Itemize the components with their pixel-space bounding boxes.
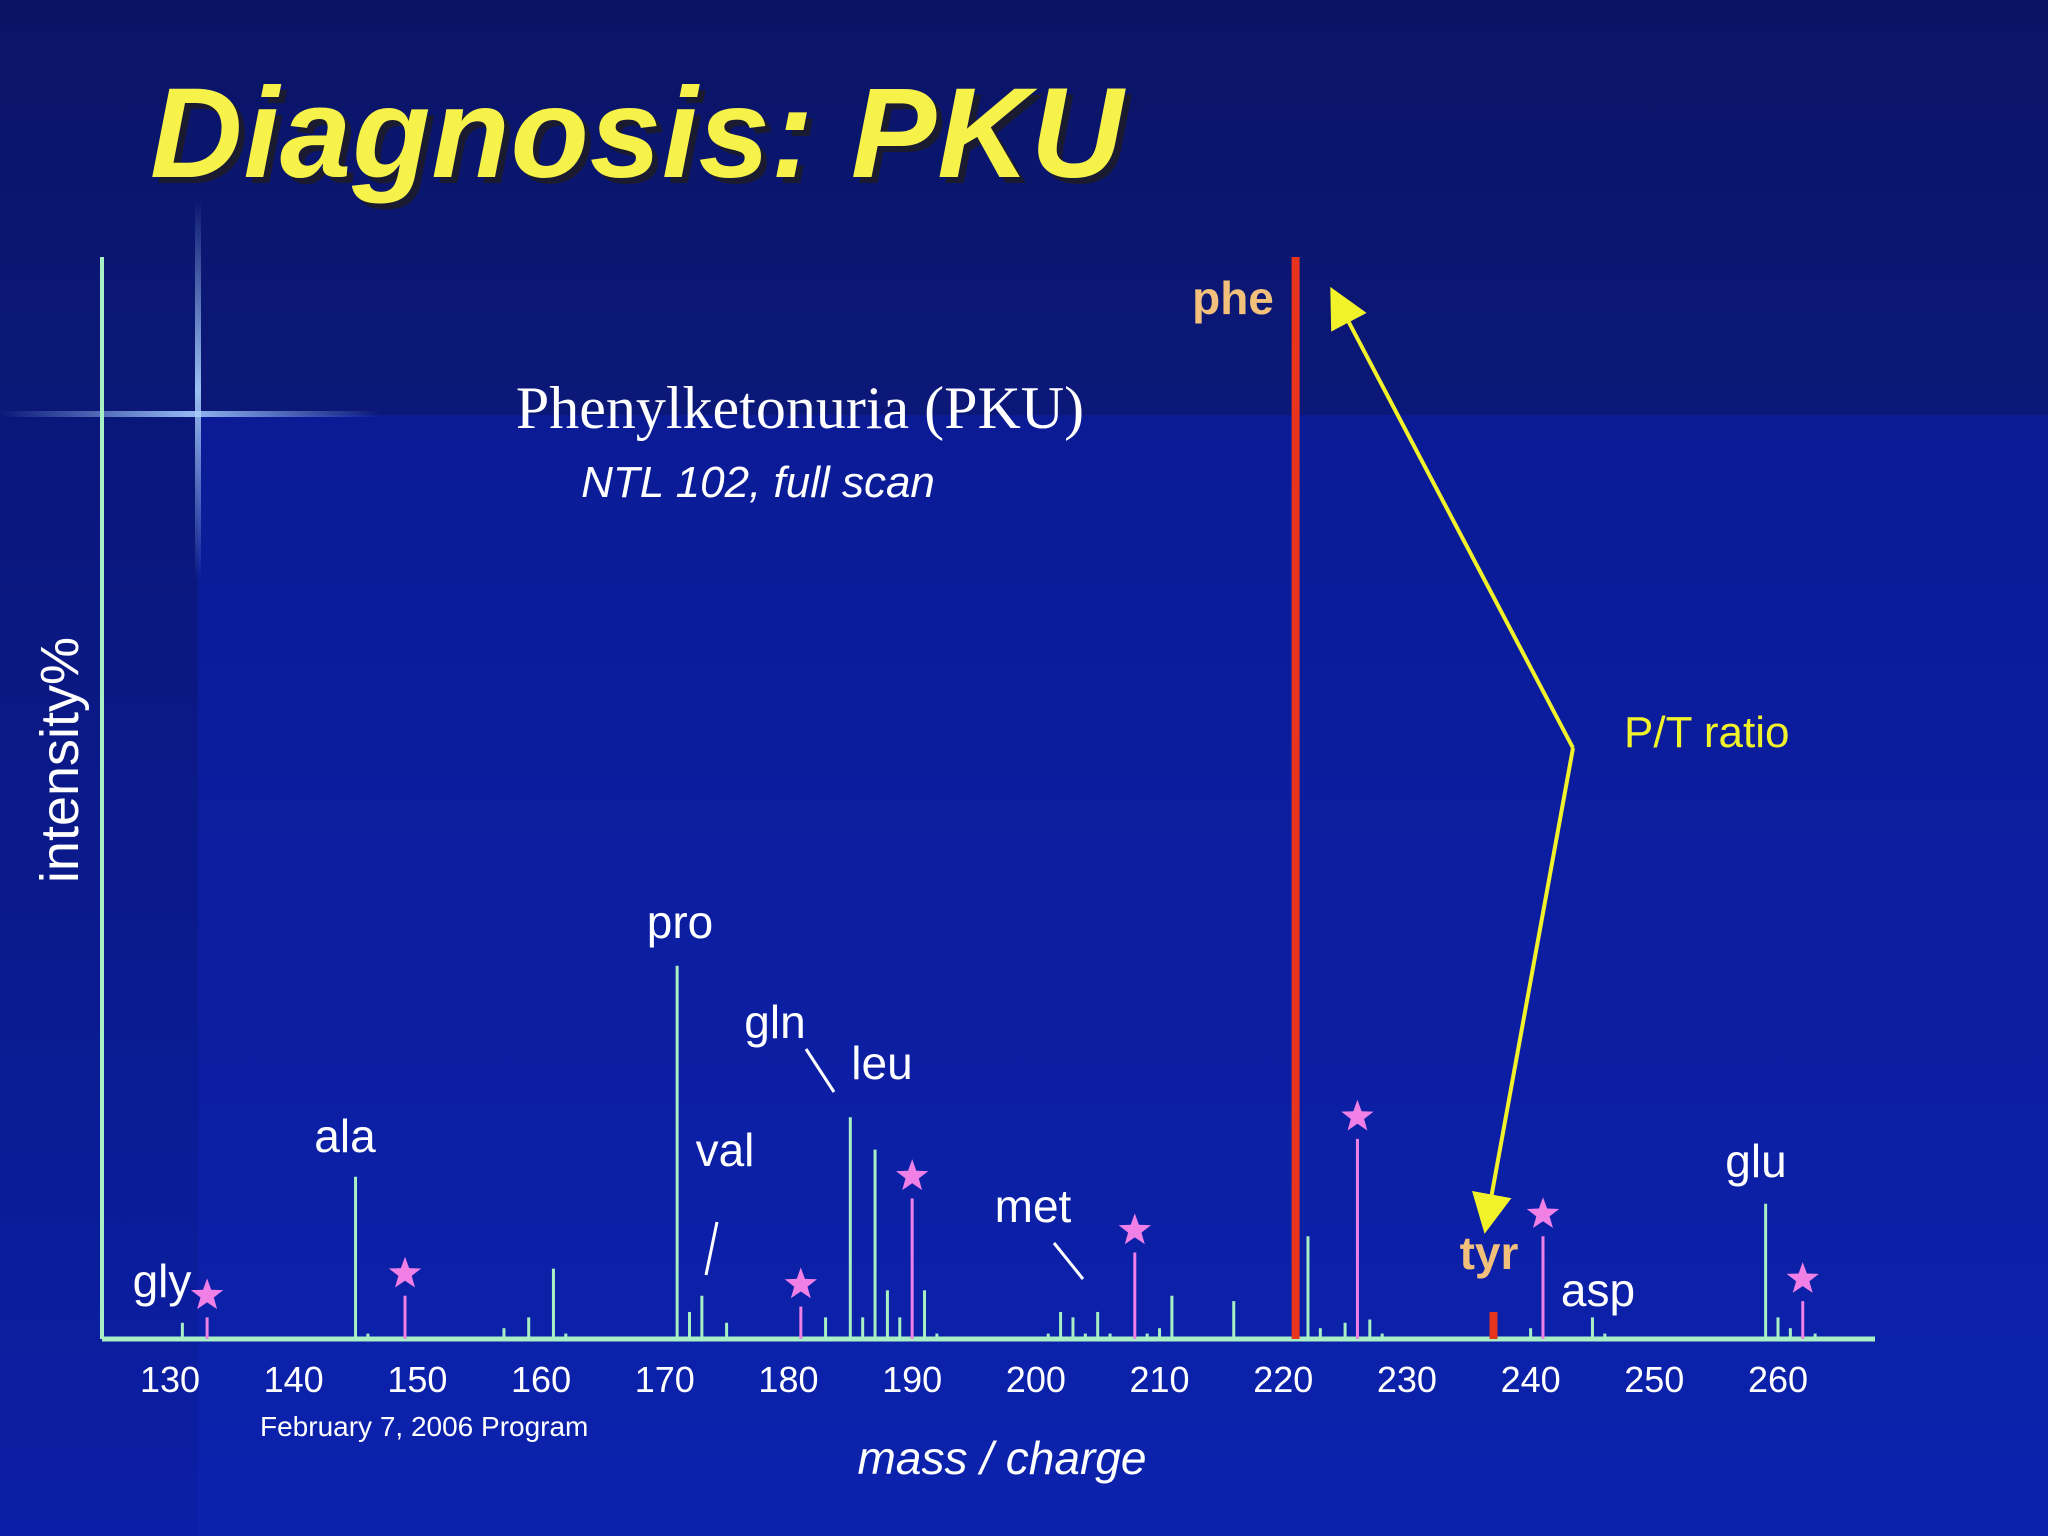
chart-subtitle: NTL 102, full scan [581, 458, 935, 507]
x-tick-label: 130 [140, 1359, 200, 1400]
x-tick-label: 190 [882, 1359, 942, 1400]
x-tick-label: 200 [1006, 1359, 1066, 1400]
peak-label-gln: gln [744, 996, 805, 1048]
peak-label-asp: asp [1561, 1264, 1635, 1316]
star-marker-icon [896, 1159, 928, 1190]
x-tick-label: 210 [1129, 1359, 1189, 1400]
peak-label-gly: gly [133, 1255, 192, 1307]
star-marker-icon [785, 1268, 817, 1299]
leader-line-met [1054, 1243, 1083, 1279]
footer-date: February 7, 2006 Program [260, 1411, 588, 1443]
star-marker-icon [191, 1278, 223, 1309]
arrow-to-tyr [1486, 748, 1573, 1226]
x-tick-label: 250 [1624, 1359, 1684, 1400]
x-tick-label: 220 [1253, 1359, 1313, 1400]
x-tick-label: 230 [1377, 1359, 1437, 1400]
peak-label-val: val [696, 1124, 755, 1176]
x-axis-label: mass / charge [858, 1432, 1147, 1484]
x-tick-label: 170 [635, 1359, 695, 1400]
arrow-to-phe [1334, 294, 1573, 748]
peak-label-ala: ala [314, 1110, 376, 1162]
star-marker-icon [1119, 1213, 1151, 1244]
star-marker-icon [1787, 1262, 1819, 1293]
peak-label-phe: phe [1192, 272, 1274, 324]
star-marker-icon [389, 1257, 421, 1288]
leader-line-gln [806, 1049, 834, 1092]
peak-label-tyr: tyr [1460, 1227, 1519, 1279]
peak-label-leu: leu [851, 1037, 912, 1089]
x-tick-label: 240 [1501, 1359, 1561, 1400]
peak-label-met: met [995, 1180, 1072, 1232]
annotation-pt-ratio: P/T ratio [1624, 708, 1789, 757]
x-tick-label: 180 [758, 1359, 818, 1400]
x-tick-label: 150 [387, 1359, 447, 1400]
chart-title: Phenylketonuria (PKU) [516, 375, 1084, 441]
y-axis-label: intensity% [30, 637, 90, 883]
star-marker-icon [1527, 1197, 1559, 1228]
x-tick-label: 160 [511, 1359, 571, 1400]
peak-label-pro: pro [647, 896, 713, 948]
leader-line-val [706, 1222, 717, 1275]
star-marker-icon [1341, 1100, 1373, 1131]
x-tick-label: 260 [1748, 1359, 1808, 1400]
x-tick-label: 140 [264, 1359, 324, 1400]
peak-label-glu: glu [1725, 1135, 1786, 1187]
